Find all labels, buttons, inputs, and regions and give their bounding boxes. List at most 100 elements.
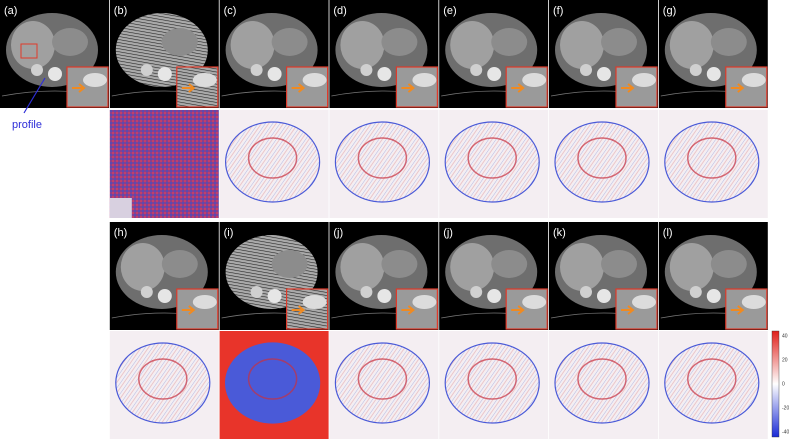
body-outline	[444, 342, 540, 424]
body-outline	[225, 121, 321, 203]
kidney	[250, 64, 263, 76]
liver	[450, 21, 495, 69]
organ	[381, 28, 418, 56]
ct-panel: (g)	[658, 0, 768, 108]
core	[467, 358, 517, 400]
ct-panel: (c)	[219, 0, 329, 108]
spine	[157, 67, 172, 81]
ct-panel: (l)	[658, 222, 768, 330]
ct-panel: (e)	[439, 0, 549, 108]
ct-panel: (h)	[109, 222, 219, 330]
inset-arrow	[621, 83, 635, 93]
panel-label: (a)	[4, 5, 17, 17]
liver	[340, 21, 385, 69]
body-outline	[554, 342, 650, 424]
organ	[710, 28, 747, 56]
panel-label: (g)	[663, 5, 676, 17]
kidney	[140, 286, 153, 298]
liver	[230, 21, 275, 69]
liver	[230, 243, 275, 291]
inset-feature	[192, 73, 217, 87]
kidney	[250, 286, 263, 298]
inset-feature	[302, 295, 327, 309]
difference-map	[219, 110, 329, 218]
organ	[381, 250, 418, 278]
spine	[487, 289, 502, 303]
inset-feature	[632, 295, 656, 309]
kidney	[470, 64, 483, 76]
liver	[11, 21, 55, 69]
organ	[52, 28, 88, 56]
panel-label: (c)	[224, 5, 237, 17]
inset-feature	[192, 295, 217, 309]
organ	[710, 250, 747, 278]
panel-label: (j)	[443, 227, 453, 239]
inset-feature	[741, 73, 766, 87]
body-outline	[225, 342, 321, 424]
liver	[120, 243, 165, 291]
inset-arrow	[511, 305, 525, 315]
organ	[491, 28, 528, 56]
kidney	[580, 286, 592, 298]
kidney	[689, 64, 702, 76]
difference-map	[439, 331, 549, 439]
body-outline	[334, 342, 430, 424]
colorbar-tick: 0	[782, 381, 785, 387]
inset-arrow	[730, 305, 745, 315]
panel-label: (i)	[224, 227, 234, 239]
spine	[157, 289, 172, 303]
organ	[161, 250, 198, 278]
difference-map	[549, 331, 658, 439]
liver	[450, 243, 495, 291]
inset-arrow	[401, 83, 416, 93]
inset-arrow	[181, 83, 196, 93]
colorbar-tick: -40	[782, 429, 789, 435]
roi-box	[20, 43, 38, 59]
inset-arrow	[181, 305, 196, 315]
spine	[597, 289, 611, 303]
difference-map	[329, 331, 439, 439]
spine	[377, 67, 392, 81]
kidney	[470, 286, 483, 298]
ct-panel: (j)	[329, 222, 439, 330]
inset-feature	[522, 73, 547, 87]
body-outline	[444, 121, 540, 203]
organ	[271, 28, 308, 56]
inset-arrow	[291, 305, 306, 315]
body-outline	[554, 121, 650, 203]
core	[357, 358, 408, 400]
colorbar-tick: 40	[782, 333, 788, 339]
difference-map	[109, 331, 219, 439]
difference-map	[219, 331, 329, 439]
core	[357, 137, 408, 179]
spine	[377, 289, 392, 303]
inset-feature	[522, 295, 547, 309]
profile-arrow	[23, 77, 46, 114]
organ	[601, 28, 637, 56]
spine	[597, 67, 611, 81]
core	[247, 358, 298, 400]
liver	[669, 21, 714, 69]
core	[247, 137, 298, 179]
body-outline	[664, 342, 760, 424]
kidney	[689, 286, 702, 298]
inset-arrow	[621, 305, 635, 315]
corner	[109, 198, 132, 218]
organ	[271, 250, 308, 278]
inset-arrow	[730, 83, 745, 93]
ct-panel: (j)	[439, 222, 549, 330]
colorbar-tick: -20	[782, 405, 789, 411]
core	[138, 358, 188, 400]
spine	[48, 67, 62, 81]
core	[467, 137, 517, 179]
kidney	[360, 64, 373, 76]
kidney	[140, 64, 153, 76]
profile-label: profile	[12, 119, 42, 131]
ct-panel: (f)	[549, 0, 658, 108]
spine	[267, 289, 282, 303]
spine	[706, 289, 721, 303]
panel-label: (d)	[333, 5, 346, 17]
inset-arrow	[401, 305, 416, 315]
difference-map	[658, 110, 768, 218]
spine	[706, 67, 721, 81]
